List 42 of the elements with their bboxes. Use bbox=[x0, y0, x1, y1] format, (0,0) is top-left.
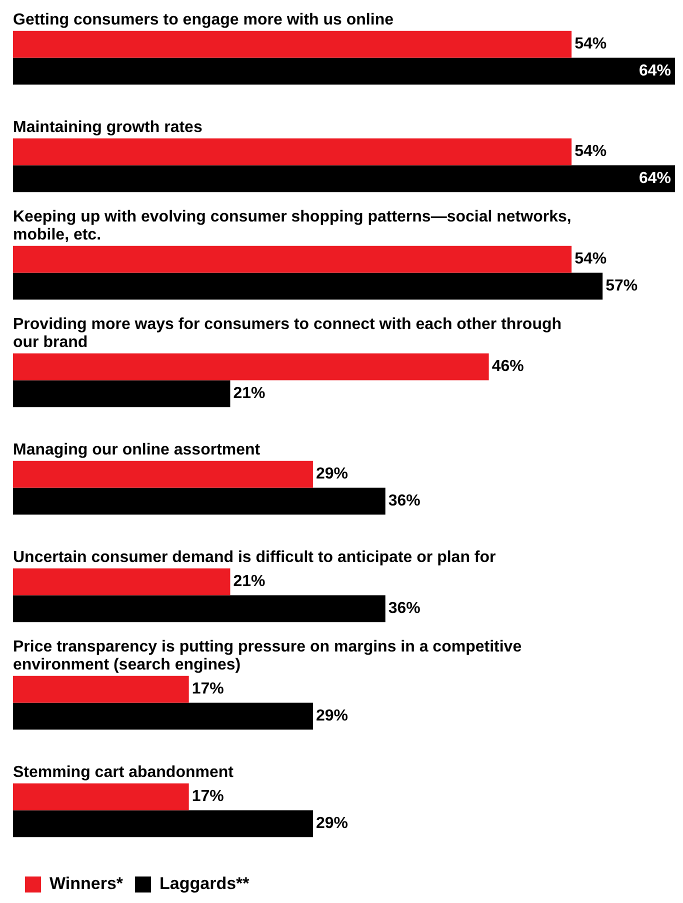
bar bbox=[13, 353, 489, 380]
data-label: 64% bbox=[638, 170, 671, 188]
bar bbox=[13, 702, 313, 730]
data-label: 17% bbox=[192, 788, 224, 806]
bar bbox=[13, 460, 313, 488]
bar bbox=[13, 488, 386, 515]
data-label: 57% bbox=[606, 278, 638, 295]
data-label: 54% bbox=[574, 143, 607, 160]
bar bbox=[13, 58, 675, 85]
data-label: 29% bbox=[316, 466, 348, 483]
data-label: 64% bbox=[638, 62, 671, 80]
bar bbox=[13, 810, 313, 838]
bar bbox=[13, 272, 603, 300]
bar bbox=[13, 246, 572, 273]
y-tick-label: Keeping up with evolving consumer shopping patterns—social networks, mobile, etc. bbox=[13, 208, 572, 244]
bar bbox=[13, 676, 189, 703]
data-label: 54% bbox=[574, 250, 607, 268]
y-tick-label: Price transparency is putting pressure on margins in a competitive environment (search engines) bbox=[13, 638, 522, 674]
legend-label: Winners* bbox=[50, 874, 124, 894]
data-label: 21% bbox=[233, 385, 266, 402]
data-label: 36% bbox=[388, 492, 420, 510]
data-label: 17% bbox=[192, 680, 224, 698]
y-tick-label: Uncertain consumer demand is difficult to anticipate or plan for bbox=[13, 548, 496, 566]
data-label: 29% bbox=[316, 708, 348, 725]
data-label: 46% bbox=[492, 358, 524, 376]
y-tick-label: Stemming cart abandonment bbox=[13, 764, 234, 781]
data-label: 21% bbox=[233, 573, 266, 590]
data-label: 54% bbox=[574, 36, 607, 53]
data-label: 29% bbox=[316, 815, 348, 832]
bar bbox=[13, 568, 230, 596]
y-tick-label: Providing more ways for consumers to connect with each other through our brand bbox=[13, 316, 562, 351]
bar bbox=[13, 595, 386, 622]
bar bbox=[13, 165, 675, 192]
bar bbox=[13, 30, 572, 58]
data-label: 36% bbox=[388, 600, 420, 618]
y-tick-label: Maintaining growth rates bbox=[13, 118, 202, 136]
bar bbox=[13, 380, 230, 408]
bar bbox=[13, 783, 189, 810]
legend-label: Laggards** bbox=[160, 874, 250, 894]
bar bbox=[13, 138, 572, 166]
y-tick-label: Managing our online assortment bbox=[13, 441, 261, 458]
y-tick-label: Getting consumers to engage more with us online bbox=[13, 11, 394, 28]
